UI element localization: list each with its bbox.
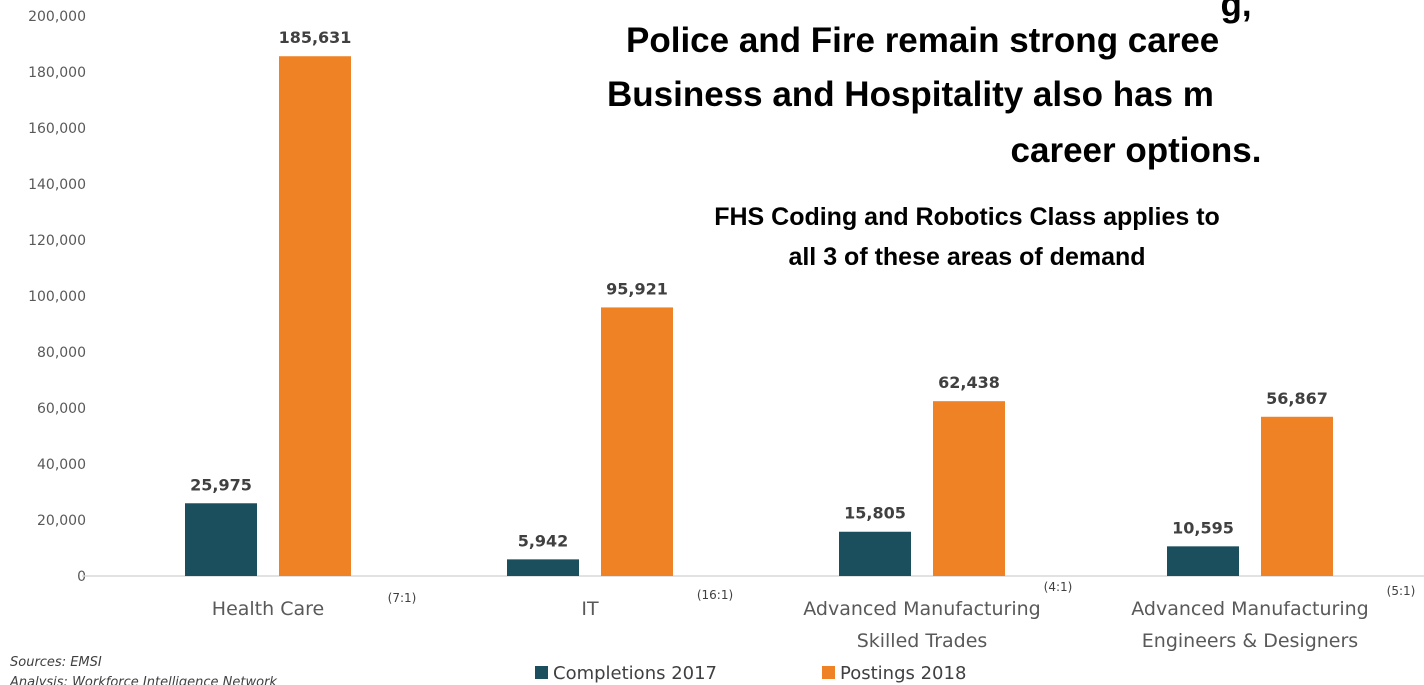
ratio-label: (16:1) (697, 588, 733, 602)
data-label-completions-2017: 5,942 (518, 531, 569, 550)
data-label-postings-2018: 185,631 (279, 28, 352, 47)
category-labels-group: Health Care IT Advanced Manufacturing Skill… (212, 598, 1369, 652)
legend: Completions 2017 Postings 2018 (535, 663, 966, 684)
ratio-label: (5:1) (1387, 584, 1416, 598)
sources-line-1: Sources: EMSI (10, 655, 102, 670)
y-tick-label: 140,000 (28, 177, 86, 193)
subheadline-line-1: FHS Coding and Robotics Class applies to (714, 203, 1220, 231)
headline-line-1: Police and Fire remain strong caree (626, 21, 1219, 60)
y-tick-label: 200,000 (28, 9, 86, 25)
bar-postings-2018 (279, 56, 351, 576)
bar-completions-2017 (1167, 546, 1239, 576)
category-label: Engineers & Designers (1142, 630, 1358, 652)
data-label-postings-2018: 95,921 (606, 279, 668, 298)
ratio-label: (4:1) (1044, 580, 1073, 594)
category-label: Advanced Manufacturing (1131, 598, 1368, 620)
bar-postings-2018 (601, 307, 673, 576)
value-labels-group: 25,975 5,942 15,805 10,595 185,631 95,921 62,4… (190, 28, 1328, 550)
subheadline-line-2: all 3 of these areas of demand (788, 243, 1145, 271)
y-axis: 0 20,000 40,000 60,000 80,000 100,000 120,000 1… (28, 9, 86, 585)
y-tick-label: 160,000 (28, 121, 86, 137)
ratio-labels-group: (7:1) (16:1) (4:1) (5:1) (388, 580, 1416, 605)
legend-swatch-postings (822, 666, 835, 679)
y-tick-label: 60,000 (37, 401, 86, 417)
sources-line-2: Analysis: Workforce Intelligence Network (9, 675, 277, 685)
y-tick-label: 120,000 (28, 233, 86, 249)
bar-postings-2018 (933, 401, 1005, 576)
data-label-postings-2018: 56,867 (1266, 389, 1328, 408)
bar-completions-2017 (185, 503, 257, 576)
bars-group (185, 56, 1333, 576)
category-label: IT (581, 598, 599, 620)
category-label: Advanced Manufacturing (803, 598, 1040, 620)
y-tick-label: 80,000 (37, 345, 86, 361)
headline-partial: g, (1220, 0, 1251, 24)
legend-label-postings: Postings 2018 (840, 663, 966, 684)
y-tick-label: 100,000 (28, 289, 86, 305)
headline-line-3: career options. (1011, 131, 1262, 170)
y-tick-label: 0 (77, 569, 86, 585)
y-tick-label: 20,000 (37, 513, 86, 529)
category-label: Health Care (212, 598, 324, 620)
y-tick-label: 40,000 (37, 457, 86, 473)
bar-completions-2017 (839, 531, 911, 576)
data-label-completions-2017: 25,975 (190, 475, 252, 494)
headline-line-2: Business and Hospitality also has m (607, 75, 1214, 114)
category-label: Skilled Trades (857, 630, 988, 652)
data-label-completions-2017: 15,805 (844, 504, 906, 523)
y-tick-label: 180,000 (28, 65, 86, 81)
legend-label-completions: Completions 2017 (553, 663, 717, 684)
data-label-postings-2018: 62,438 (938, 373, 1000, 392)
data-label-completions-2017: 10,595 (1172, 518, 1234, 537)
ratio-label: (7:1) (388, 591, 417, 605)
legend-swatch-completions (535, 666, 548, 679)
bar-completions-2017 (507, 559, 579, 576)
bar-postings-2018 (1261, 416, 1333, 576)
